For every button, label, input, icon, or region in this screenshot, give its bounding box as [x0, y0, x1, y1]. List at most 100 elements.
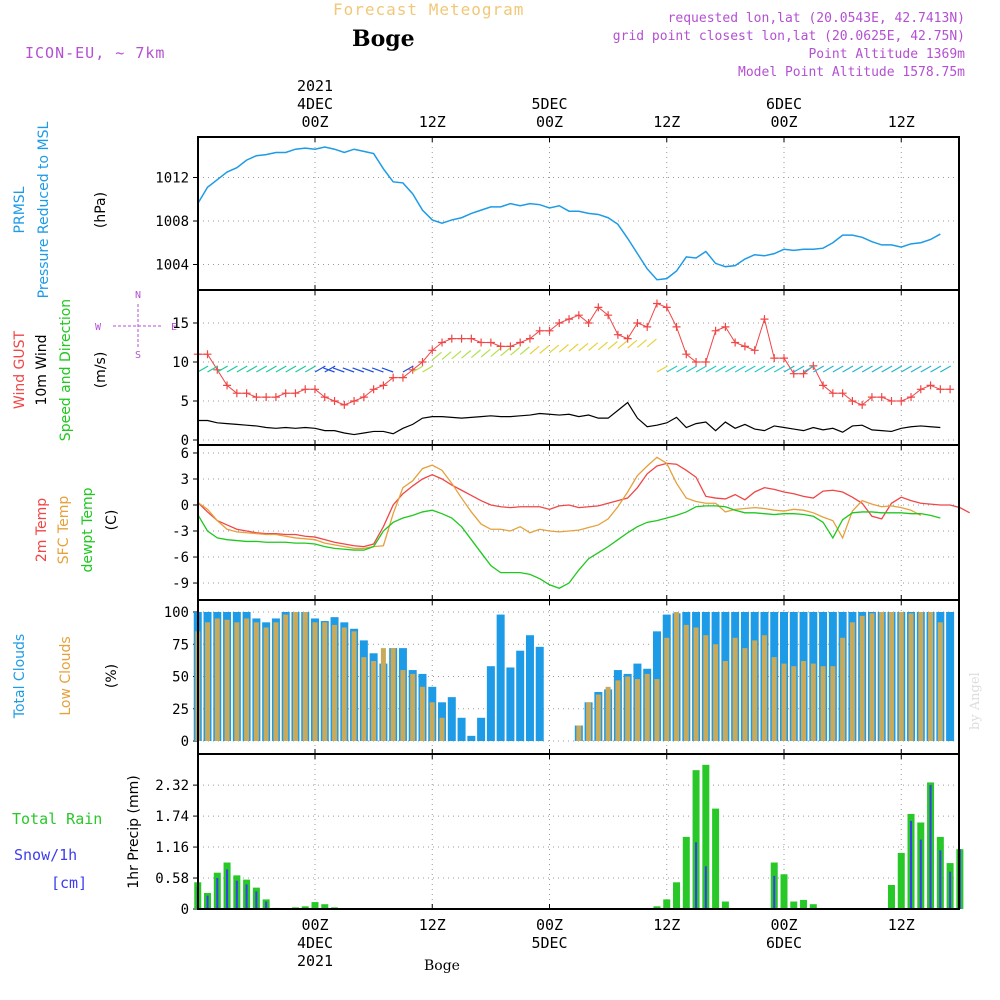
wind-arrow: [256, 365, 268, 373]
snow-bar: [206, 895, 209, 909]
low-cloud-bar: [615, 680, 621, 741]
total-cloud-bar: [946, 612, 955, 741]
gust-marker: [457, 334, 466, 343]
precip-unit: 1hr Precip (mm): [126, 775, 142, 888]
wind-arrow: [332, 367, 345, 373]
wind-arrow: [637, 339, 648, 348]
bottom-time-label: 12Z: [888, 916, 915, 934]
wind-arrow: [480, 348, 491, 358]
pressure-unit: (hPa): [93, 192, 109, 228]
low-cloud-bar: [312, 622, 318, 741]
low-cloud-bar: [302, 612, 308, 741]
wind-arrow: [588, 342, 599, 351]
total-cloud-bar: [447, 697, 456, 741]
y-tick-label: 100: [164, 605, 189, 621]
gust-marker: [516, 338, 525, 347]
y-tick-label: 10: [172, 355, 189, 371]
wind-arrow: [705, 365, 717, 373]
pressure-line: [197, 146, 941, 281]
gust-marker: [555, 319, 564, 327]
y-tick-label: 0: [181, 902, 189, 918]
total-cloud-bar: [525, 635, 534, 741]
y-tick-label: 6: [181, 446, 189, 462]
credit-label: by Angel: [968, 672, 983, 730]
wind-arrow: [304, 365, 316, 373]
wind-arrow: [412, 365, 424, 373]
gust-marker: [574, 311, 583, 320]
gust-marker: [819, 381, 828, 390]
wind-arrow: [783, 365, 795, 373]
wind-arrow: [597, 341, 608, 351]
gust-marker: [780, 354, 788, 363]
wind-arrow: [764, 365, 776, 373]
chart-title: Forecast Meteogram: [333, 0, 525, 19]
low-cloud-bar: [761, 635, 767, 741]
low-cloud-bar: [937, 622, 943, 741]
low-cloud-bar: [214, 618, 220, 741]
gust-marker: [760, 315, 769, 324]
total-cloud-bar: [506, 667, 515, 741]
wind-arrow: [754, 365, 766, 373]
gridpoint-coords: grid point closest lon,lat (20.0625E, 42…: [612, 29, 965, 44]
gust-marker: [662, 303, 671, 312]
low-cloud-bar: [752, 640, 758, 741]
snow-bar: [245, 884, 248, 909]
snow-bar: [235, 880, 238, 909]
low-cloud-bar: [732, 637, 738, 741]
point-altitude: Point Altitude 1369m: [808, 47, 965, 62]
total-cloud-bar: [467, 735, 476, 741]
gust-marker: [740, 342, 749, 351]
wind-arrow: [813, 365, 825, 373]
rain-bar: [301, 906, 309, 909]
rain-bar: [311, 902, 319, 909]
rain-bar: [800, 899, 808, 909]
y-tick-label: 1008: [155, 214, 189, 230]
low-cloud-bar: [605, 686, 611, 741]
total-cloud-bar: [535, 646, 544, 741]
wind-arrow: [744, 365, 756, 373]
y-tick-label: 0: [181, 433, 189, 449]
bottom-time-label: 12Z: [653, 916, 680, 934]
wind-arrow: [734, 365, 746, 373]
bottom-time-label: 00Z: [301, 916, 328, 934]
low-cloud-bar: [674, 612, 680, 741]
low-cloud-bar: [840, 637, 846, 741]
y-tick-label: 1.16: [155, 840, 189, 856]
panel-pressure: 1004 1008 1012: [155, 136, 960, 291]
low-cloud-bar: [380, 648, 386, 741]
gust-marker: [252, 393, 261, 402]
gust-marker: [477, 338, 486, 347]
low-cloud-bar: [263, 627, 269, 741]
snow-bar: [255, 891, 258, 909]
y-tick-label: -9: [172, 576, 189, 592]
gust-marker: [291, 389, 300, 398]
low-cloud-bar: [888, 612, 894, 741]
wind-arrow: [793, 365, 805, 373]
total-cloud-bar: [477, 717, 486, 741]
y-tick-label: 75: [172, 637, 189, 653]
compass-n: N: [135, 290, 141, 301]
gust-marker: [486, 338, 495, 347]
gust-marker: [789, 369, 798, 378]
top-time-label: 12Z: [419, 113, 446, 131]
model-altitude: Model Point Altitude 1578.75m: [738, 65, 965, 80]
sfc-temp-label: SFC Temp: [56, 496, 72, 565]
pressure-label: Pressure Reduced to MSL: [36, 121, 52, 298]
panel-clouds: 0 25 50 75 100: [164, 599, 960, 755]
snow-unit-label: [cm]: [51, 874, 87, 892]
low-cloud-bar: [625, 676, 631, 741]
low-cloud-bar: [664, 637, 670, 741]
rain-bar: [321, 904, 329, 909]
wind-gust-label: Wind GUST: [12, 330, 28, 409]
wind-arrow: [881, 365, 893, 373]
wind-arrow: [861, 365, 873, 373]
rain-bar: [780, 874, 788, 909]
top-time-label: 00Z: [770, 113, 797, 131]
bottom-time-label: 2021: [297, 952, 333, 970]
gust-marker: [750, 346, 759, 355]
y-tick-label: 50: [172, 670, 189, 686]
wind-arrow: [715, 365, 727, 373]
top-time-label: 12Z: [653, 113, 680, 131]
wind-arrow: [323, 367, 335, 373]
